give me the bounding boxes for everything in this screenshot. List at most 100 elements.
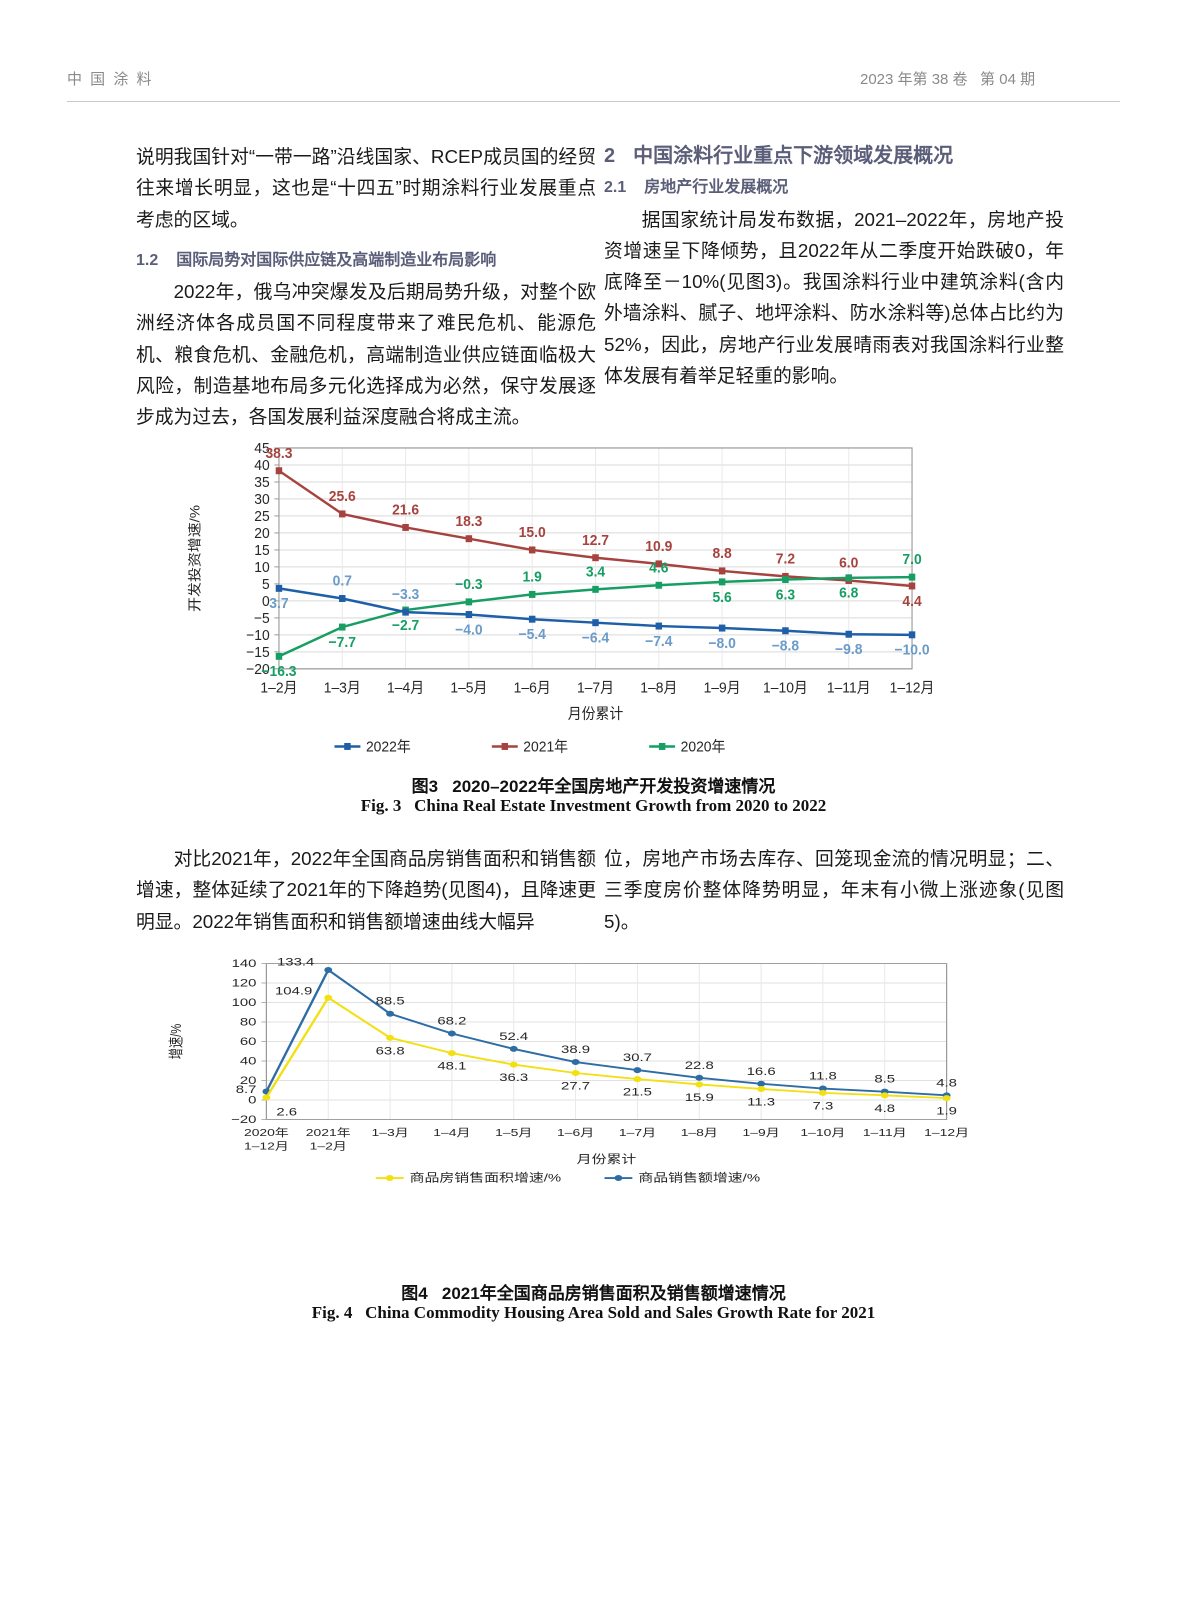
- svg-text:133.4: 133.4: [277, 955, 314, 968]
- svg-text:1–5月: 1–5月: [450, 680, 487, 697]
- svg-text:−8.8: −8.8: [772, 638, 799, 655]
- svg-text:1–7月: 1–7月: [619, 1127, 656, 1139]
- svg-text:−7.7: −7.7: [329, 635, 356, 652]
- svg-text:1–8月: 1–8月: [640, 680, 677, 697]
- svg-text:1–4月: 1–4月: [433, 1127, 470, 1139]
- svg-text:25.6: 25.6: [329, 489, 356, 506]
- svg-text:4.4: 4.4: [902, 593, 921, 610]
- svg-text:11.8: 11.8: [809, 1069, 837, 1082]
- svg-text:80: 80: [240, 1016, 257, 1029]
- svg-text:−20: −20: [231, 1113, 256, 1126]
- svg-text:2020年: 2020年: [244, 1127, 289, 1139]
- svg-text:7.3: 7.3: [813, 1099, 834, 1112]
- svg-text:−6.4: −6.4: [582, 630, 609, 647]
- svg-text:5: 5: [262, 576, 270, 593]
- svg-text:25: 25: [254, 508, 269, 525]
- svg-text:27.7: 27.7: [561, 1079, 590, 1092]
- svg-text:−15: −15: [246, 644, 270, 661]
- svg-text:40: 40: [240, 1055, 257, 1068]
- svg-text:21.6: 21.6: [392, 502, 419, 519]
- svg-text:88.5: 88.5: [376, 995, 405, 1008]
- svg-text:100: 100: [232, 996, 257, 1009]
- svg-text:7.0: 7.0: [902, 552, 921, 569]
- svg-text:6.8: 6.8: [839, 585, 858, 602]
- svg-text:1–10月: 1–10月: [800, 1127, 845, 1139]
- svg-text:1–9月: 1–9月: [743, 1127, 780, 1139]
- svg-text:4.8: 4.8: [936, 1076, 957, 1089]
- svg-text:5.6: 5.6: [712, 589, 731, 606]
- svg-text:−5: −5: [254, 610, 270, 627]
- svg-text:0.7: 0.7: [333, 573, 352, 590]
- svg-text:1–12月: 1–12月: [924, 1127, 969, 1139]
- svg-text:60: 60: [240, 1035, 257, 1048]
- svg-text:15.9: 15.9: [685, 1091, 714, 1104]
- svg-text:1–9月: 1–9月: [704, 680, 741, 697]
- svg-text:1–3月: 1–3月: [372, 1127, 409, 1139]
- svg-text:104.9: 104.9: [275, 984, 312, 997]
- svg-text:8.7: 8.7: [236, 1083, 257, 1096]
- svg-text:−10: −10: [246, 627, 270, 644]
- svg-text:4.8: 4.8: [874, 1102, 895, 1115]
- svg-text:10: 10: [254, 559, 269, 576]
- svg-text:−4.0: −4.0: [455, 622, 482, 639]
- svg-text:1–8月: 1–8月: [681, 1127, 718, 1139]
- svg-text:8.8: 8.8: [712, 546, 731, 563]
- svg-text:2022年: 2022年: [366, 738, 411, 756]
- svg-text:1–2月: 1–2月: [260, 680, 297, 697]
- svg-text:6.3: 6.3: [776, 587, 795, 604]
- svg-text:−3.3: −3.3: [392, 587, 419, 604]
- svg-text:增速/%: 增速/%: [167, 1023, 184, 1059]
- svg-text:4.6: 4.6: [649, 560, 668, 577]
- svg-text:开发投资增速/%: 开发投资增速/%: [187, 505, 203, 612]
- svg-text:63.8: 63.8: [376, 1044, 405, 1057]
- svg-text:1.9: 1.9: [936, 1104, 957, 1117]
- svg-text:−7.4: −7.4: [645, 634, 672, 651]
- svg-text:−9.8: −9.8: [835, 642, 862, 659]
- svg-text:48.1: 48.1: [437, 1059, 466, 1072]
- svg-text:30: 30: [254, 491, 269, 508]
- svg-text:20: 20: [254, 525, 269, 542]
- svg-text:15.0: 15.0: [519, 525, 546, 542]
- svg-text:15: 15: [254, 542, 269, 559]
- svg-text:18.3: 18.3: [455, 513, 482, 530]
- svg-text:11.3: 11.3: [747, 1095, 775, 1108]
- svg-text:30.7: 30.7: [623, 1051, 652, 1064]
- svg-text:68.2: 68.2: [437, 1014, 466, 1027]
- svg-text:−5.4: −5.4: [518, 627, 545, 644]
- svg-text:38.9: 38.9: [561, 1043, 590, 1056]
- svg-text:1–7月: 1–7月: [577, 680, 614, 697]
- svg-text:3.4: 3.4: [586, 564, 605, 581]
- svg-text:36.3: 36.3: [499, 1071, 528, 1084]
- svg-text:−0.3: −0.3: [455, 577, 482, 594]
- svg-text:8.5: 8.5: [874, 1072, 895, 1085]
- svg-text:−10.0: −10.0: [894, 642, 929, 659]
- svg-text:−16.3: −16.3: [261, 664, 296, 681]
- svg-text:21.5: 21.5: [623, 1085, 652, 1098]
- svg-text:22.8: 22.8: [685, 1059, 714, 1072]
- svg-text:月份累计: 月份累计: [577, 1153, 637, 1166]
- svg-text:商品销售额增速/%: 商品销售额增速/%: [638, 1172, 760, 1185]
- svg-text:38.3: 38.3: [265, 445, 292, 462]
- svg-text:3.7: 3.7: [269, 596, 288, 613]
- svg-text:2020年: 2020年: [681, 738, 726, 756]
- svg-text:120: 120: [232, 977, 257, 990]
- svg-text:−2.7: −2.7: [392, 618, 419, 635]
- svg-text:2.6: 2.6: [276, 1105, 297, 1118]
- svg-text:140: 140: [232, 957, 257, 970]
- svg-text:1–11月: 1–11月: [863, 1127, 907, 1139]
- svg-text:1–2月: 1–2月: [310, 1140, 347, 1152]
- svg-text:−8.0: −8.0: [708, 636, 735, 653]
- svg-text:2021年: 2021年: [523, 738, 568, 756]
- svg-text:1.9: 1.9: [523, 569, 542, 586]
- svg-text:1–11月: 1–11月: [827, 680, 871, 697]
- svg-text:10.9: 10.9: [645, 539, 672, 556]
- svg-text:月份累计: 月份累计: [568, 705, 624, 723]
- svg-text:1–4月: 1–4月: [387, 680, 424, 697]
- svg-text:1–12月: 1–12月: [890, 680, 935, 697]
- svg-text:52.4: 52.4: [499, 1030, 528, 1043]
- svg-text:1–6月: 1–6月: [557, 1127, 594, 1139]
- svg-text:1–10月: 1–10月: [763, 680, 808, 697]
- svg-text:1–5月: 1–5月: [495, 1127, 532, 1139]
- svg-text:6.0: 6.0: [839, 555, 858, 572]
- svg-text:35: 35: [254, 475, 269, 492]
